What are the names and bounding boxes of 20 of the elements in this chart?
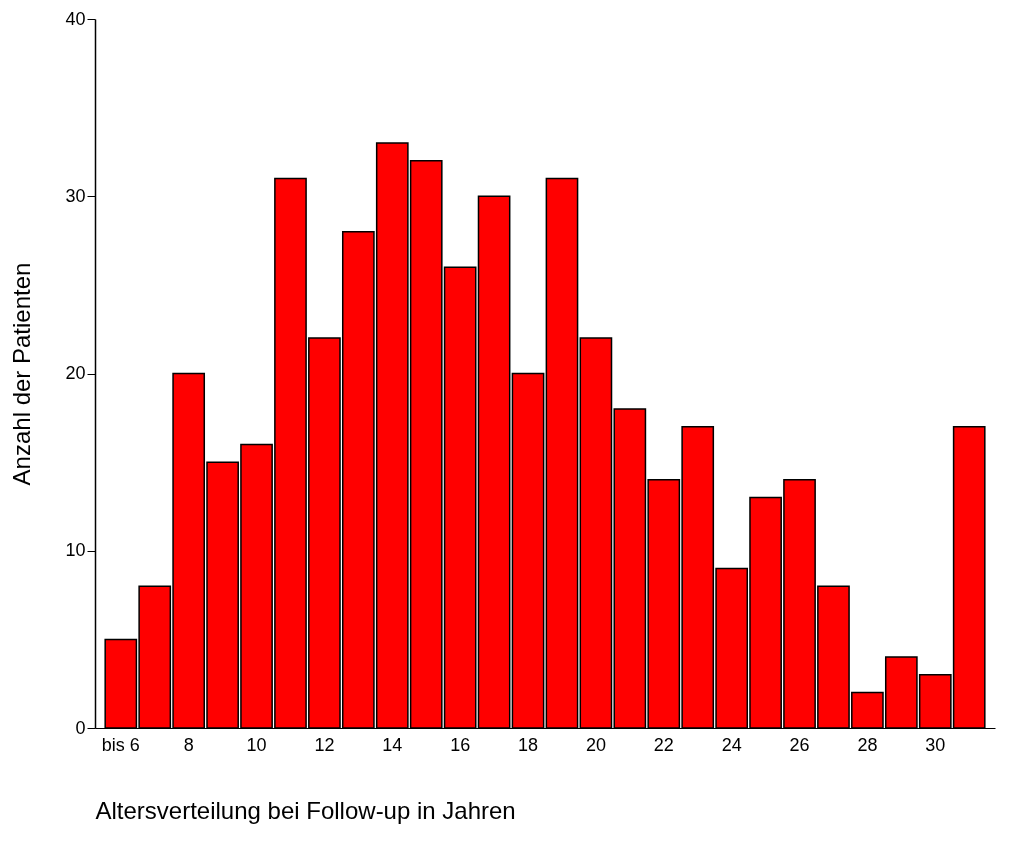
y-tick-label: 0 bbox=[75, 717, 86, 738]
x-tick-label: 24 bbox=[721, 734, 742, 755]
y-tick-label: 30 bbox=[65, 185, 86, 206]
x-tick-label: 8 bbox=[183, 734, 194, 755]
x-tick-label: 26 bbox=[789, 734, 810, 755]
x-tick-label: 22 bbox=[653, 734, 674, 755]
y-axis-title: Anzahl der Patienten bbox=[8, 262, 36, 486]
x-tick-label: 20 bbox=[585, 734, 606, 755]
x-tick-label: 16 bbox=[450, 734, 471, 755]
x-tick-label: bis 6 bbox=[101, 734, 140, 755]
x-tick-label: 12 bbox=[314, 734, 335, 755]
x-tick-label: 28 bbox=[857, 734, 878, 755]
x-axis-title: Altersverteilung bei Follow-up in Jahren bbox=[95, 796, 516, 824]
y-tick-label: 20 bbox=[65, 363, 86, 383]
x-tick-label: 30 bbox=[925, 734, 946, 755]
x-tick-label: 18 bbox=[518, 734, 539, 755]
y-tick-label: 10 bbox=[65, 540, 86, 561]
x-tick-label: 10 bbox=[246, 734, 267, 755]
y-tick-label: 40 bbox=[65, 8, 86, 29]
x-tick-label: 14 bbox=[382, 734, 403, 755]
